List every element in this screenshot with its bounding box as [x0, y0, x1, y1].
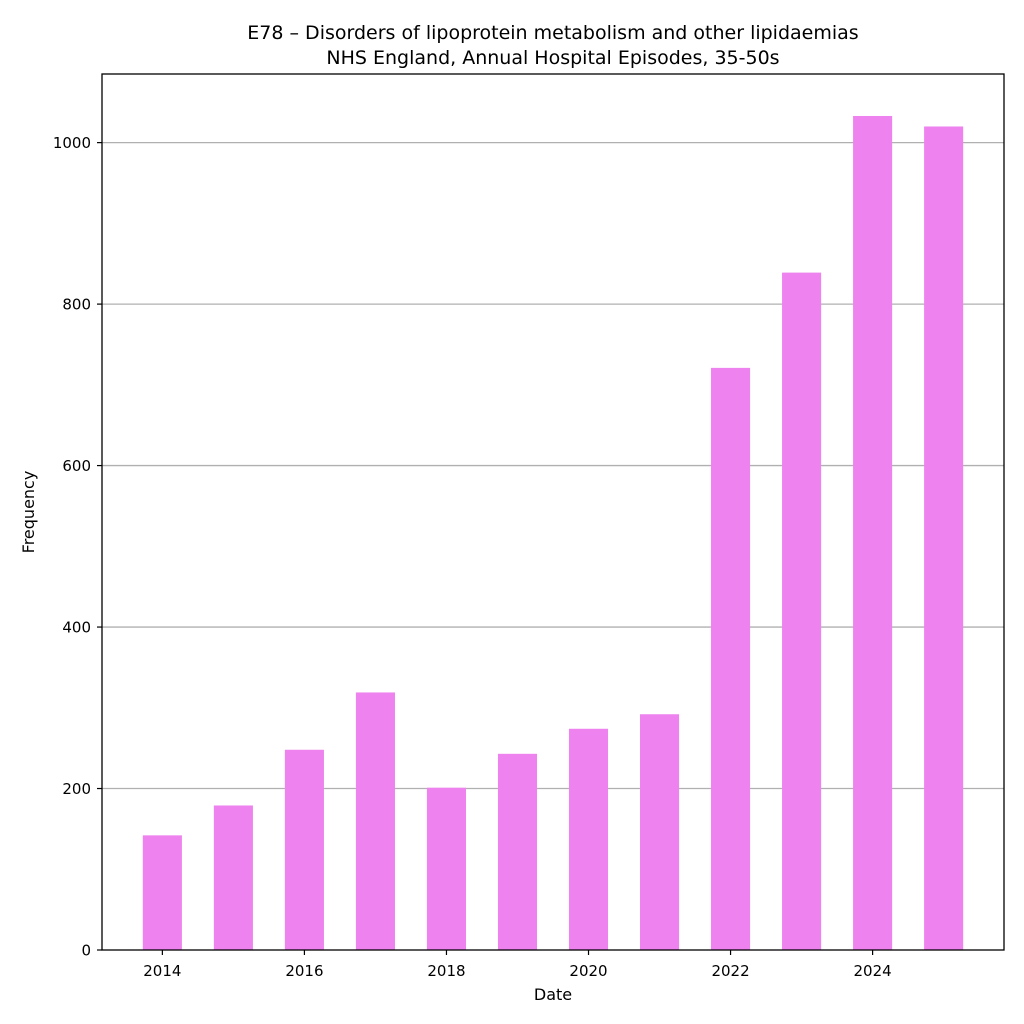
- chart-subtitle: NHS England, Annual Hospital Episodes, 3…: [326, 47, 779, 69]
- bar-2025: [924, 126, 964, 951]
- bar-2016: [284, 749, 324, 950]
- bar-2023: [782, 272, 822, 950]
- y-axis-ticks: 0 200 400 600 800 1000: [53, 134, 102, 960]
- x-tick-label: 2020: [569, 962, 607, 980]
- x-tick-label: 2018: [427, 962, 465, 980]
- y-tick-label: 1000: [53, 134, 91, 152]
- y-axis-label: Frequency: [19, 471, 38, 554]
- bar-2019: [497, 753, 538, 950]
- bar-2020: [568, 728, 609, 950]
- x-tick-label: 2024: [854, 962, 892, 980]
- y-tick-label: 400: [62, 619, 91, 637]
- x-tick-label: 2014: [143, 962, 181, 980]
- bar-2018: [426, 787, 466, 950]
- plot-frame: [101, 73, 1005, 951]
- x-tick-label: 2022: [711, 962, 749, 980]
- y-tick-label: 0: [81, 942, 91, 960]
- chart-title: E78 – Disorders of lipoprotein metabolis…: [247, 22, 858, 44]
- bar-2021: [640, 714, 680, 950]
- y-tick-label: 800: [62, 296, 91, 314]
- bar-2014: [142, 835, 182, 950]
- bars: [142, 115, 964, 951]
- y-tick-label: 200: [62, 780, 91, 798]
- bar-2022: [711, 367, 751, 950]
- x-tick-label: 2016: [285, 962, 323, 980]
- bar-2017: [355, 692, 395, 950]
- x-axis-label: Date: [534, 985, 572, 1004]
- y-tick-label: 600: [62, 457, 91, 475]
- bar-2024: [853, 115, 893, 951]
- bar-2015: [213, 805, 253, 950]
- x-axis-ticks: 2014 2016 2018 2020 2022 2024: [143, 950, 892, 980]
